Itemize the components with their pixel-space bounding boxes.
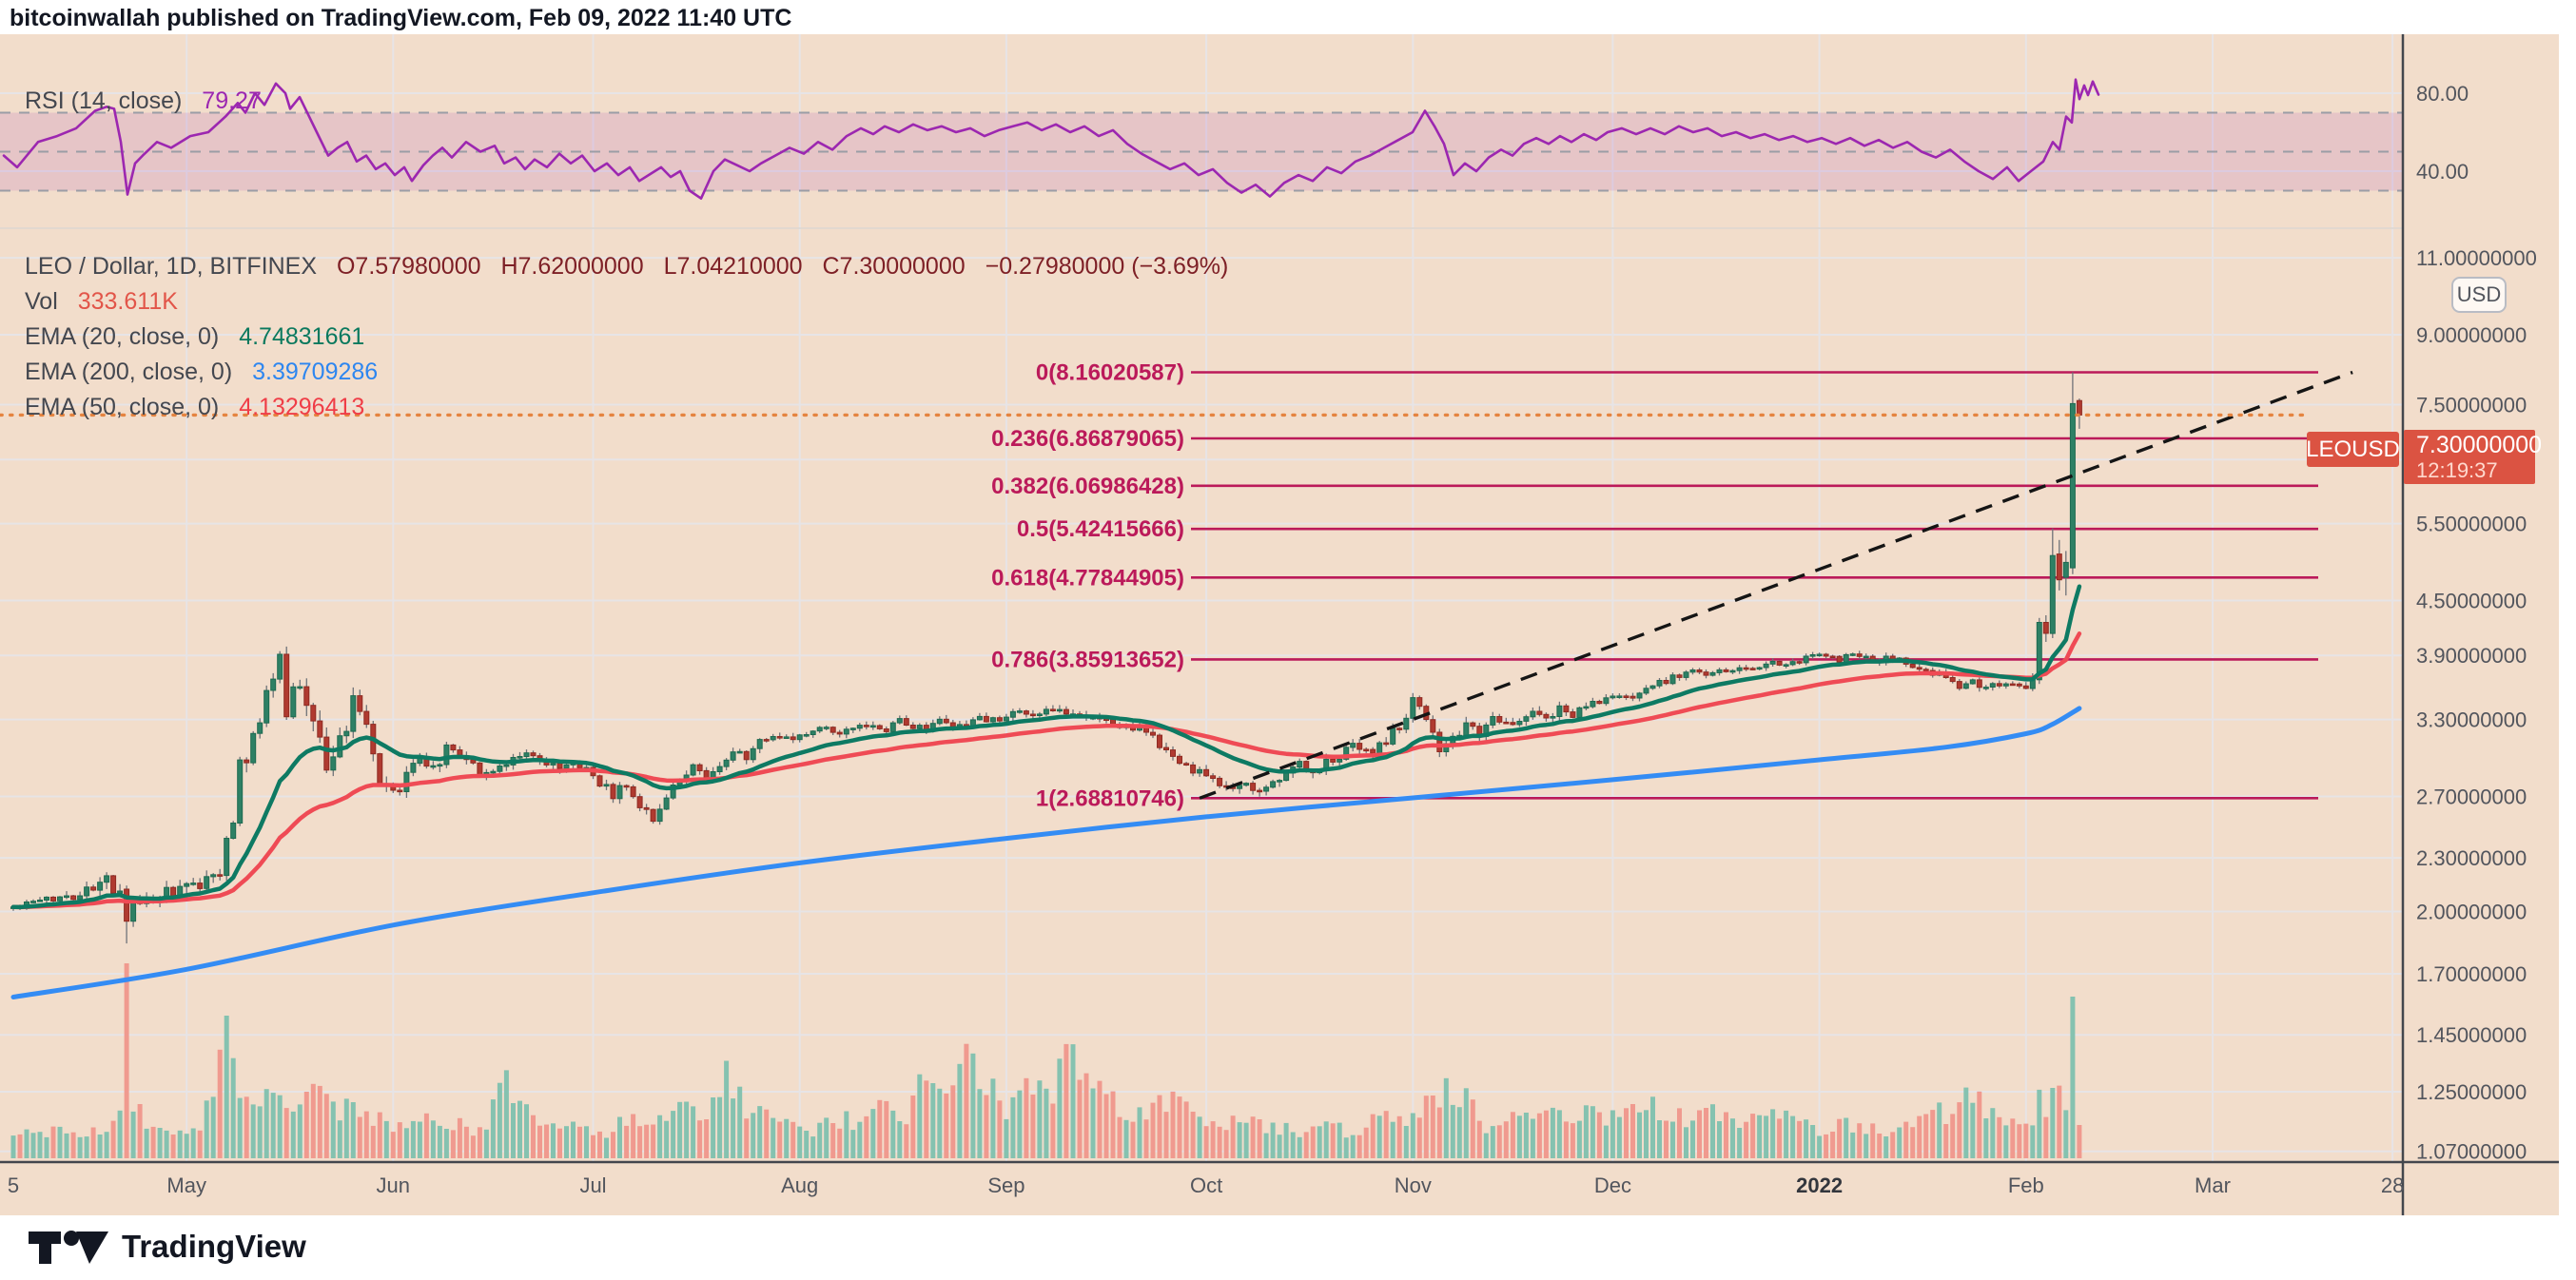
currency-toggle-label: USD (2456, 282, 2502, 306)
attribution-bar: bitcoinwallah published on TradingView.c… (10, 2, 791, 34)
ohlc-high: H7.62000000 (500, 253, 644, 280)
ohlc-change: −0.27980000 (−3.69%) (985, 253, 1229, 280)
svg-text:Nov: Nov (1395, 1173, 1432, 1197)
footer-bar: TradingView (0, 1215, 2576, 1280)
symbol-price-label-text: LEOUSD (2306, 436, 2400, 462)
grid-layer (0, 34, 2403, 1162)
volume-bars (10, 963, 2082, 1158)
svg-text:0.382(6.06986428): 0.382(6.06986428) (991, 474, 1184, 499)
price-axis[interactable]: 80.00 40.00 11.00000000 9.00000000 7.5000000… (2416, 82, 2537, 1164)
svg-text:1(2.68810746): 1(2.68810746) (1036, 785, 1184, 811)
svg-text:Jul: Jul (579, 1173, 606, 1197)
svg-text:0(8.16020587): 0(8.16020587) (1036, 360, 1184, 386)
svg-text:2.70000000: 2.70000000 (2416, 785, 2527, 809)
ohlc-low: L7.04210000 (663, 253, 803, 280)
ema200-value: 3.39709286 (252, 359, 379, 385)
svg-text:2022: 2022 (1796, 1173, 1843, 1197)
vol-value: 333.611K (77, 288, 178, 315)
fib-labels: 0(8.16020587) 0.236(6.86879065) 0.382(6.06… (991, 360, 1184, 812)
svg-text:2.30000000: 2.30000000 (2416, 846, 2527, 870)
ema200-label[interactable]: EMA (200, close, 0) (25, 359, 233, 385)
rsi-value: 79.27 (202, 87, 262, 114)
ema200-line (10, 706, 2082, 999)
svg-text:28: 28 (2381, 1173, 2404, 1197)
currency-toggle-button[interactable]: USD (2451, 277, 2507, 313)
time-axis[interactable]: 5 May Jun Jul Aug Sep Oct Nov Dec 2022 Feb Mar 28 (8, 1173, 2404, 1197)
attribution-text: bitcoinwallah published on TradingView.c… (10, 4, 792, 31)
ema20-line (10, 584, 2082, 910)
svg-text:5: 5 (8, 1173, 19, 1197)
svg-text:9.00000000: 9.00000000 (2416, 323, 2527, 347)
svg-text:4.50000000: 4.50000000 (2416, 590, 2527, 613)
ema50-line (10, 631, 2082, 910)
svg-text:40.00: 40.00 (2416, 160, 2469, 184)
chart-area[interactable]: 0(8.16020587) 0.236(6.86879065) 0.382(6.06… (0, 34, 2559, 1215)
rsi-pane (0, 78, 2403, 200)
svg-text:Mar: Mar (2195, 1173, 2231, 1197)
svg-text:Jun: Jun (377, 1173, 410, 1197)
svg-text:11.00000000: 11.00000000 (2416, 246, 2537, 270)
svg-text:1.70000000: 1.70000000 (2416, 962, 2527, 986)
legend-row-ema50[interactable]: EMA (50, close, 0) 4.13296413 (25, 390, 1228, 425)
legend-row-symbol[interactable]: LEO / Dollar, 1D, BITFINEX O7.57980000 H… (25, 249, 1228, 284)
svg-text:Aug: Aug (781, 1173, 818, 1197)
svg-text:1.45000000: 1.45000000 (2416, 1023, 2527, 1047)
last-price-tag: 7.30000000 12:19:37 (2404, 430, 2543, 484)
svg-text:Sep: Sep (987, 1173, 1025, 1197)
svg-text:5.50000000: 5.50000000 (2416, 513, 2527, 536)
bar-countdown: 12:19:37 (2416, 458, 2498, 482)
symbol-legend[interactable]: LEO / Dollar, 1D, BITFINEX O7.57980000 H… (25, 249, 1228, 425)
svg-text:Dec: Dec (1594, 1173, 1631, 1197)
trendline[interactable] (1199, 370, 2353, 800)
svg-text:Feb: Feb (2008, 1173, 2044, 1197)
chart-canvas[interactable]: 0(8.16020587) 0.236(6.86879065) 0.382(6.06… (0, 34, 2559, 1215)
svg-text:0.236(6.86879065): 0.236(6.86879065) (991, 426, 1184, 452)
svg-text:7.50000000: 7.50000000 (2416, 394, 2527, 417)
svg-text:0.618(4.77844905): 0.618(4.77844905) (991, 565, 1184, 591)
candles-layer (10, 372, 2082, 944)
tradingview-logo-text[interactable]: TradingView (122, 1229, 306, 1264)
svg-text:3.30000000: 3.30000000 (2416, 708, 2527, 732)
svg-text:0.786(3.85913652): 0.786(3.85913652) (991, 647, 1184, 672)
svg-text:3.90000000: 3.90000000 (2416, 644, 2527, 668)
rsi-line (2, 78, 2100, 200)
symbol-title[interactable]: LEO / Dollar, 1D, BITFINEX (25, 253, 318, 280)
tradingview-logo-icon[interactable] (29, 1227, 110, 1269)
svg-text:May: May (166, 1173, 206, 1197)
ohlc-open: O7.57980000 (336, 253, 481, 280)
svg-text:Oct: Oct (1190, 1173, 1222, 1197)
legend-row-ema20[interactable]: EMA (20, close, 0) 4.74831661 (25, 320, 1228, 355)
vol-label: Vol (25, 288, 58, 315)
svg-text:1.07000000: 1.07000000 (2416, 1140, 2527, 1164)
last-price-value: 7.30000000 (2416, 432, 2543, 458)
rsi-legend[interactable]: RSI (14, close) 79.27 (25, 87, 262, 115)
ohlc-close: C7.30000000 (822, 253, 966, 280)
ema50-value: 4.13296413 (239, 394, 365, 420)
svg-text:1.25000000: 1.25000000 (2416, 1080, 2527, 1104)
legend-row-ema200[interactable]: EMA (200, close, 0) 3.39709286 (25, 355, 1228, 390)
legend-row-volume[interactable]: Vol 333.611K (25, 284, 1228, 320)
ema50-label[interactable]: EMA (50, close, 0) (25, 394, 220, 420)
rsi-label: RSI (14, close) (25, 87, 183, 114)
svg-text:0.5(5.42415666): 0.5(5.42415666) (1017, 516, 1184, 542)
fib-retracement[interactable] (1191, 371, 2318, 800)
symbol-price-label: LEOUSD (2306, 432, 2400, 467)
svg-text:2.00000000: 2.00000000 (2416, 901, 2527, 924)
ema20-value: 4.74831661 (239, 323, 365, 350)
svg-text:80.00: 80.00 (2416, 82, 2469, 106)
ema20-label[interactable]: EMA (20, close, 0) (25, 323, 220, 350)
